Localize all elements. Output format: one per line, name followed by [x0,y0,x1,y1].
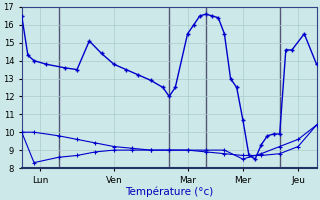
X-axis label: Température (°c): Température (°c) [125,186,213,197]
